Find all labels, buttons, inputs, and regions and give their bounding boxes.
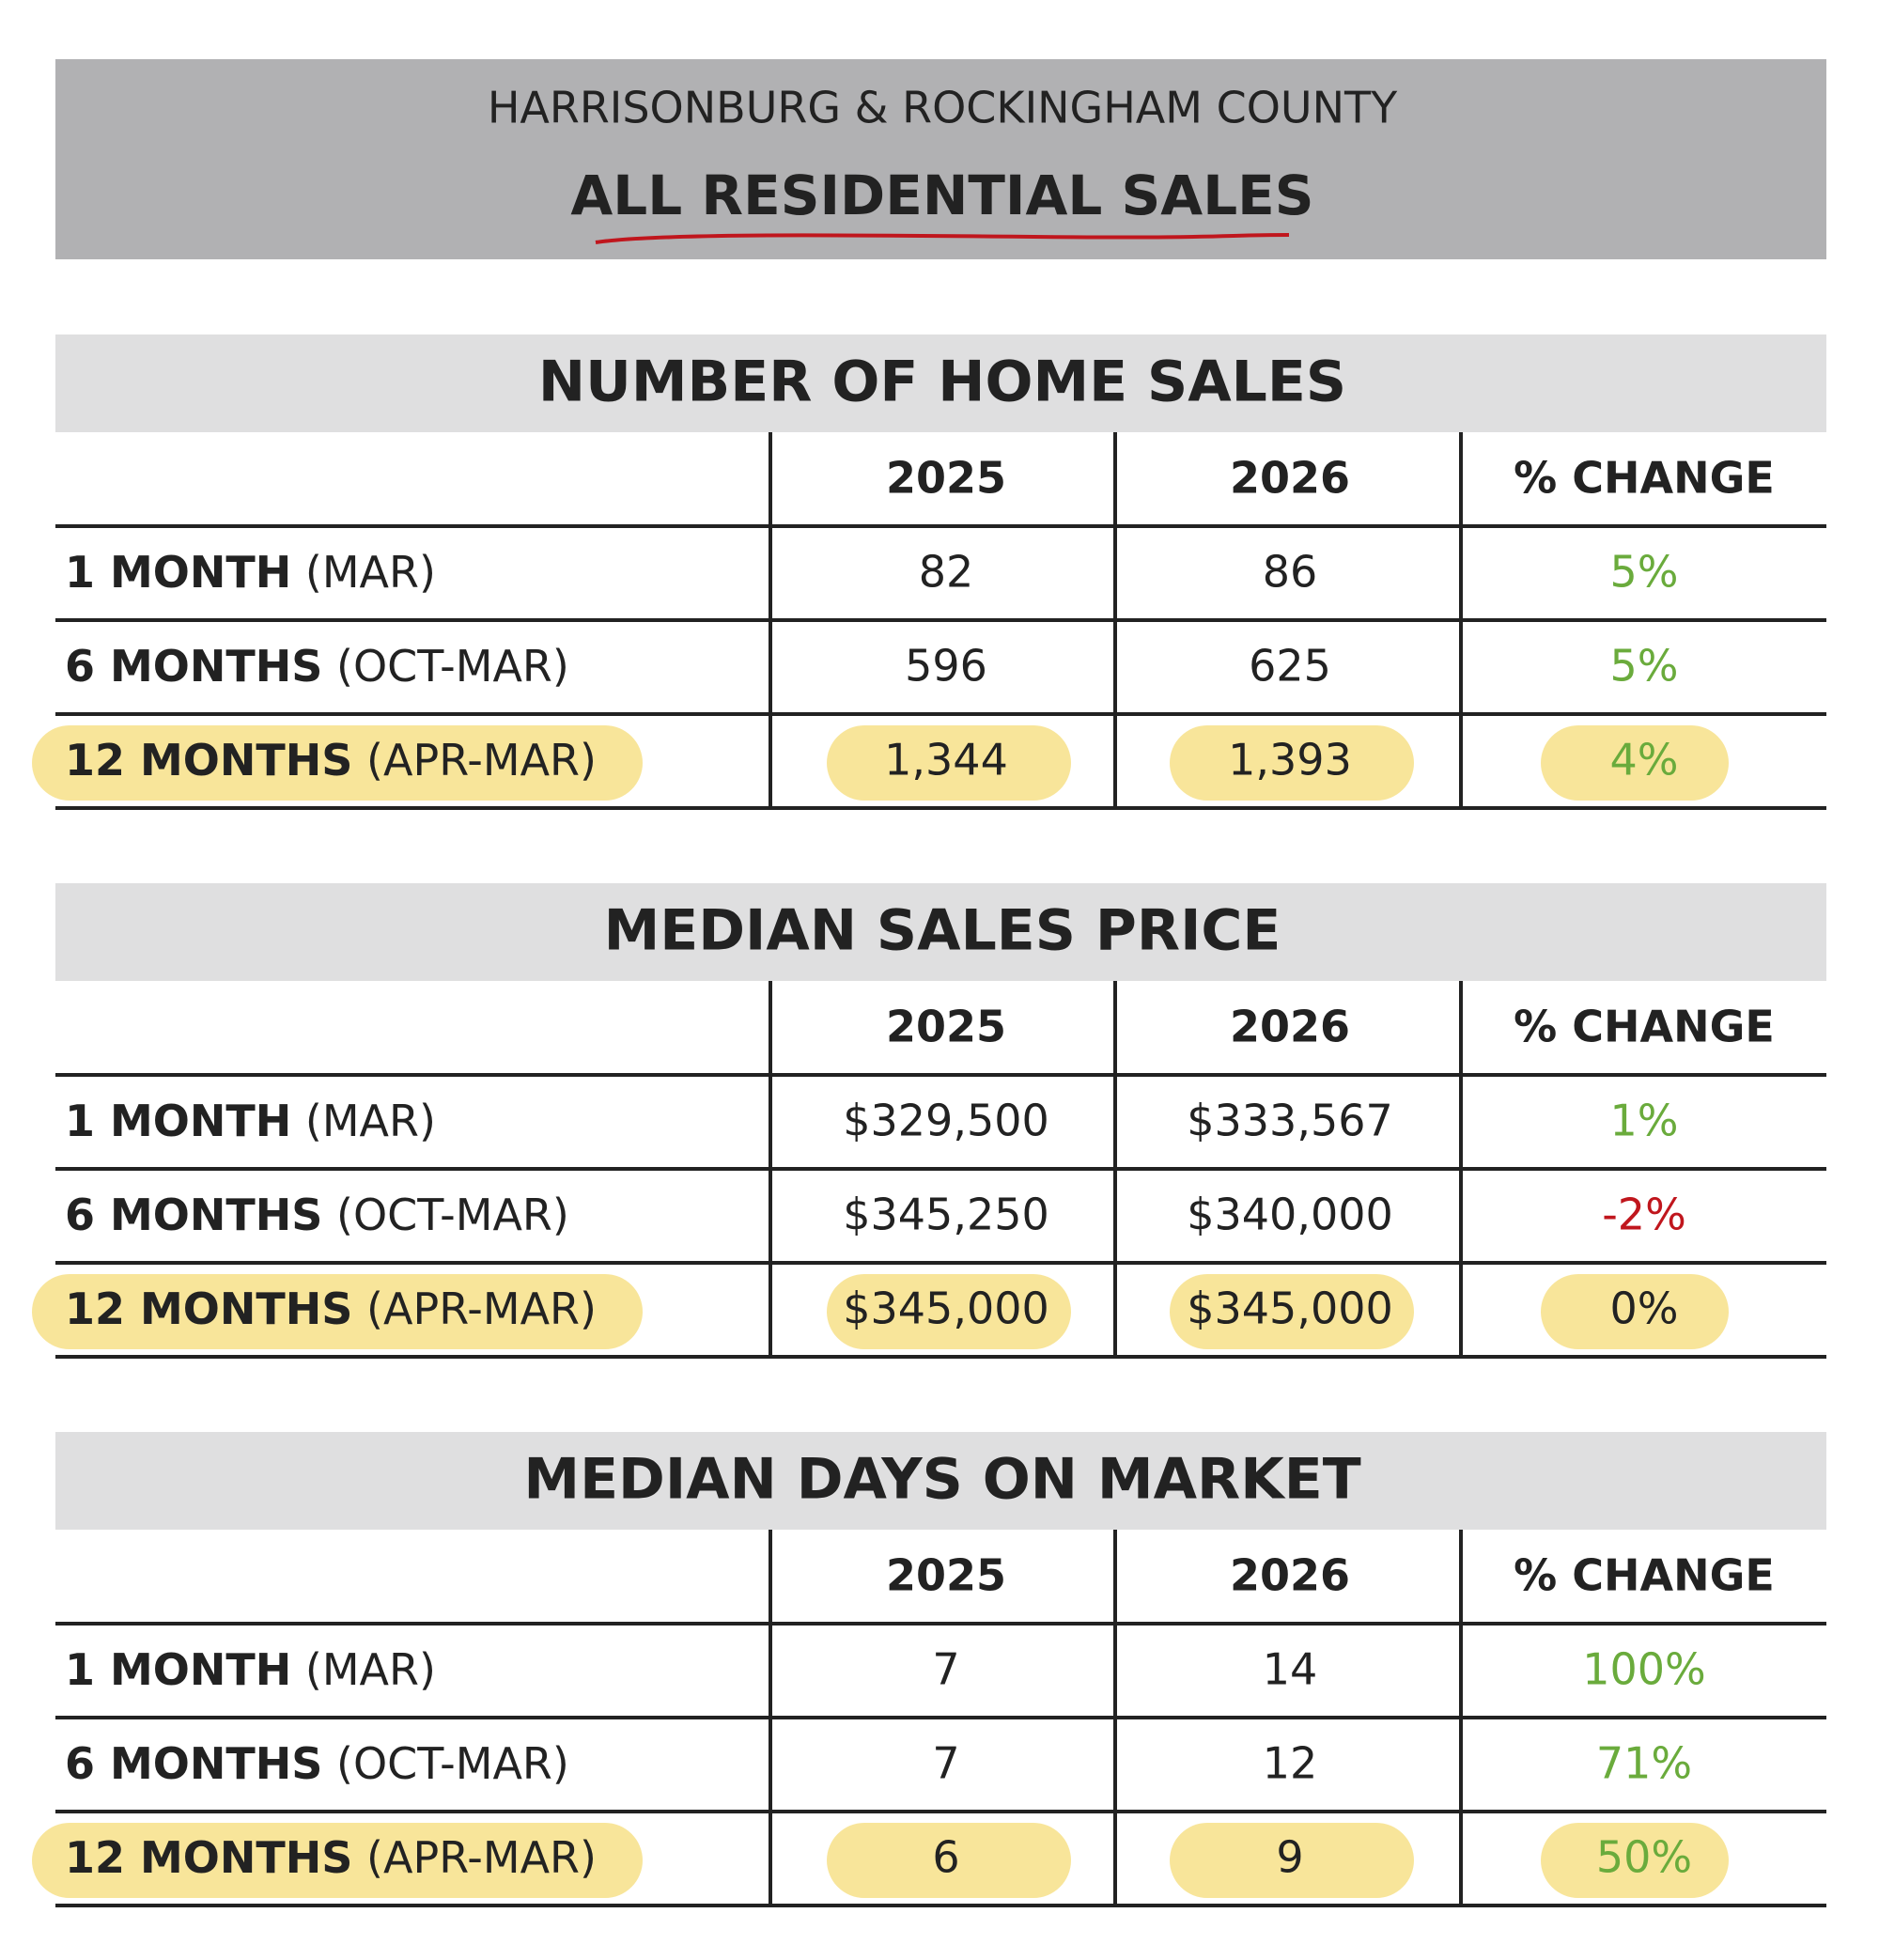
column-header: % CHANGE <box>1514 1002 1775 1052</box>
section-band <box>55 883 1826 981</box>
column-header: 2025 <box>886 453 1006 504</box>
cell-value: 7 <box>932 1738 959 1789</box>
highlight <box>827 1274 1071 1349</box>
row-label-bold: 12 MONTHS <box>65 735 352 786</box>
cell-value: 50% <box>1596 1832 1692 1883</box>
column-header: 2025 <box>886 1002 1006 1052</box>
highlight <box>32 1274 643 1349</box>
cell-value: $345,000 <box>1187 1283 1393 1334</box>
highlight <box>1170 725 1414 801</box>
cell-value: 1% <box>1610 1096 1679 1146</box>
section-title: MEDIAN SALES PRICE <box>604 898 1281 964</box>
cell-value: 596 <box>905 641 987 692</box>
highlight <box>1541 1823 1729 1898</box>
cell-value: 6 <box>932 1832 959 1883</box>
row-label-bold: 12 MONTHS <box>65 1283 352 1334</box>
row-label-period: (MAR) <box>305 1096 436 1146</box>
row-label: 6 MONTHS (OCT-MAR) <box>65 641 569 692</box>
highlight <box>827 1823 1071 1898</box>
cell-value: 100% <box>1582 1644 1706 1695</box>
cell-value: 1,344 <box>884 735 1008 786</box>
cell-value: $340,000 <box>1187 1190 1393 1240</box>
row-label-period: (APR-MAR) <box>366 1283 597 1334</box>
cell-value: $345,000 <box>843 1283 1049 1334</box>
column-header: % CHANGE <box>1514 1550 1775 1601</box>
row-label-bold: 1 MONTH <box>65 1096 291 1146</box>
row-label-bold: 6 MONTHS <box>65 1738 322 1789</box>
cell-value: 4% <box>1610 735 1679 786</box>
row-label: 12 MONTHS (APR-MAR) <box>65 1832 597 1883</box>
column-header: 2026 <box>1230 1550 1350 1601</box>
cell-value: 5% <box>1610 641 1679 692</box>
column-header: 2026 <box>1230 453 1350 504</box>
row-label-period: (OCT-MAR) <box>336 1738 569 1789</box>
cell-value: $345,250 <box>843 1190 1049 1240</box>
highlight <box>1541 725 1729 801</box>
section-title: MEDIAN DAYS ON MARKET <box>523 1447 1360 1513</box>
highlight <box>32 725 643 801</box>
cell-value: 7 <box>932 1644 959 1695</box>
section-title: NUMBER OF HOME SALES <box>538 350 1346 415</box>
row-label-bold: 6 MONTHS <box>65 1190 322 1240</box>
row-label: 6 MONTHS (OCT-MAR) <box>65 1738 569 1789</box>
cell-value: 82 <box>919 547 974 598</box>
highlight <box>32 1823 643 1898</box>
section-band <box>55 1432 1826 1530</box>
highlight <box>827 725 1071 801</box>
cell-value: 0% <box>1610 1283 1679 1334</box>
cell-value: $329,500 <box>843 1096 1049 1146</box>
section-band <box>55 334 1826 432</box>
row-label-period: (MAR) <box>305 547 436 598</box>
header-band <box>55 59 1826 259</box>
cell-value: 5% <box>1610 547 1679 598</box>
row-label-period: (OCT-MAR) <box>336 641 569 692</box>
highlight <box>1541 1274 1729 1349</box>
highlight <box>1170 1823 1414 1898</box>
row-label-period: (APR-MAR) <box>366 735 597 786</box>
row-label: 12 MONTHS (APR-MAR) <box>65 1283 597 1334</box>
row-label-bold: 12 MONTHS <box>65 1832 352 1883</box>
row-label: 6 MONTHS (OCT-MAR) <box>65 1190 569 1240</box>
highlight <box>1170 1274 1414 1349</box>
row-label: 1 MONTH (MAR) <box>65 547 436 598</box>
cell-value: 14 <box>1263 1644 1318 1695</box>
row-label-bold: 1 MONTH <box>65 547 291 598</box>
row-label-period: (APR-MAR) <box>366 1832 597 1883</box>
column-header: 2026 <box>1230 1002 1350 1052</box>
row-label-bold: 6 MONTHS <box>65 641 322 692</box>
cell-value: 1,393 <box>1228 735 1352 786</box>
cell-value: -2% <box>1602 1190 1686 1240</box>
column-header: 2025 <box>886 1550 1006 1601</box>
row-label: 1 MONTH (MAR) <box>65 1644 436 1695</box>
cell-value: 71% <box>1596 1738 1692 1789</box>
row-label: 1 MONTH (MAR) <box>65 1096 436 1146</box>
header-title: ALL RESIDENTIAL SALES <box>570 163 1313 227</box>
row-label-period: (MAR) <box>305 1644 436 1695</box>
row-label-bold: 1 MONTH <box>65 1644 291 1695</box>
cell-value: 86 <box>1263 547 1318 598</box>
cell-value: 12 <box>1263 1738 1318 1789</box>
cell-value: $333,567 <box>1187 1096 1393 1146</box>
title-underline <box>595 233 1290 244</box>
row-label: 12 MONTHS (APR-MAR) <box>65 735 597 786</box>
cell-value: 9 <box>1276 1832 1303 1883</box>
column-header: % CHANGE <box>1514 453 1775 504</box>
cell-value: 625 <box>1249 641 1331 692</box>
row-label-period: (OCT-MAR) <box>336 1190 569 1240</box>
header-subtitle: HARRISONBURG & ROCKINGHAM COUNTY <box>488 83 1398 133</box>
